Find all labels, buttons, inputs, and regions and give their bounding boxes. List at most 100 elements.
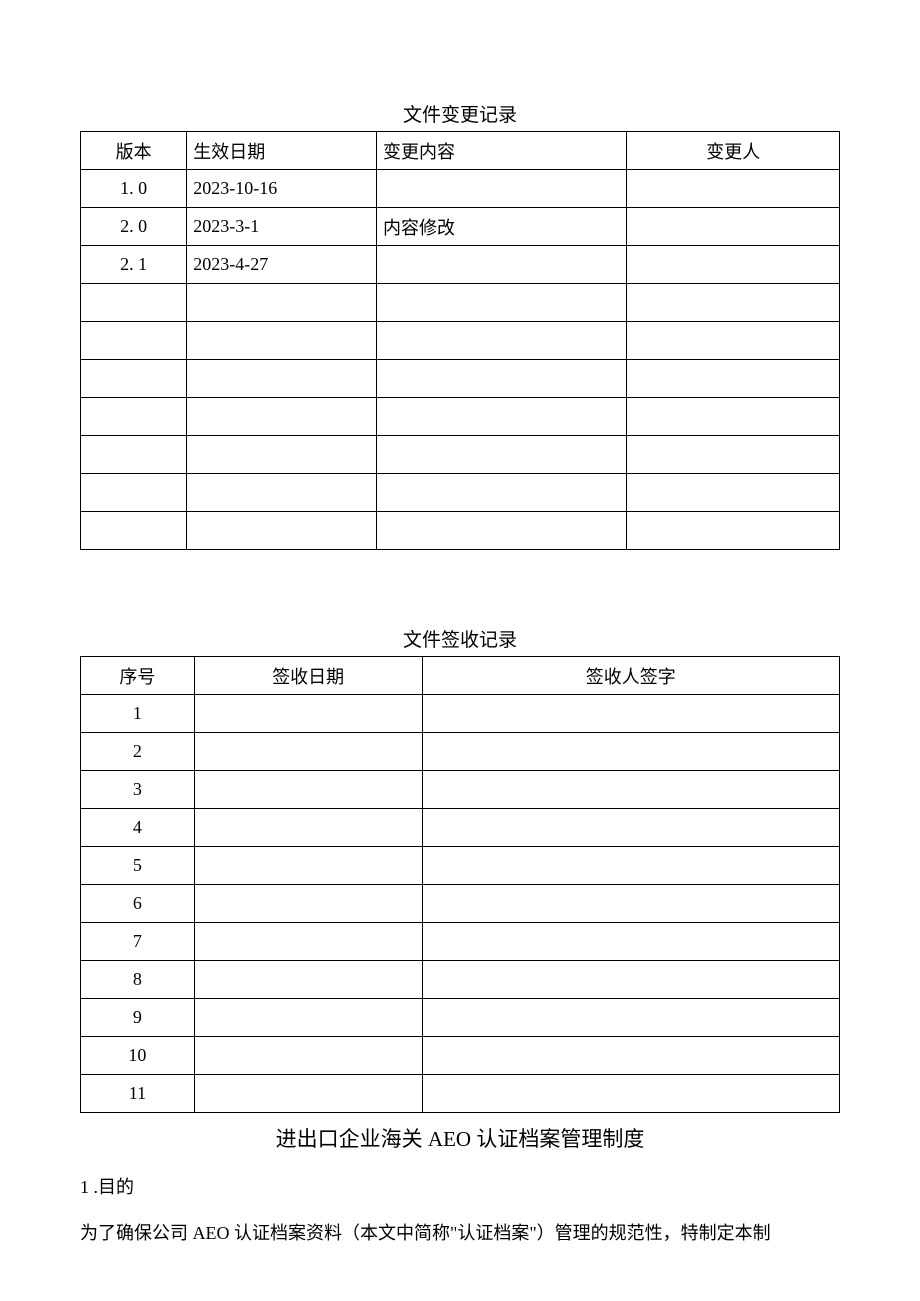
table2-title: 文件签收记录 <box>80 625 840 652</box>
table-row: 3 <box>81 771 840 809</box>
table-cell <box>81 284 187 322</box>
table-cell <box>81 398 187 436</box>
col-seq: 序号 <box>81 657 195 695</box>
table-row <box>81 360 840 398</box>
table-row: 2 <box>81 733 840 771</box>
table-cell <box>422 961 839 999</box>
table-cell <box>422 847 839 885</box>
table-cell <box>627 246 840 284</box>
table-cell <box>377 474 627 512</box>
body-paragraph: 为了确保公司 AEO 认证档案资料（本文中简称"认证档案"）管理的规范性，特制定… <box>80 1217 840 1249</box>
table-cell: 2 <box>81 733 195 771</box>
table-cell <box>81 512 187 550</box>
table-cell: 4 <box>81 809 195 847</box>
table-cell <box>627 436 840 474</box>
table-row: 1. 02023-10-16 <box>81 170 840 208</box>
table-cell: 6 <box>81 885 195 923</box>
table-row: 8 <box>81 961 840 999</box>
table-cell: 2023-4-27 <box>187 246 377 284</box>
table-row: 4 <box>81 809 840 847</box>
table-cell: 7 <box>81 923 195 961</box>
table-cell <box>422 885 839 923</box>
table-row: 2. 02023-3-1内容修改 <box>81 208 840 246</box>
table-cell: 11 <box>81 1075 195 1113</box>
table-cell <box>187 474 377 512</box>
table-cell <box>627 360 840 398</box>
table-cell <box>194 733 422 771</box>
table-cell <box>187 360 377 398</box>
table-cell: 9 <box>81 999 195 1037</box>
table-cell <box>377 436 627 474</box>
table-row <box>81 474 840 512</box>
table-cell <box>187 512 377 550</box>
table-cell: 5 <box>81 847 195 885</box>
table-cell <box>377 360 627 398</box>
table-cell <box>194 923 422 961</box>
table-row: 1 <box>81 695 840 733</box>
section-heading: 1 .目的 <box>80 1173 840 1199</box>
table-row <box>81 398 840 436</box>
table1-title: 文件变更记录 <box>80 100 840 127</box>
table-row: 6 <box>81 885 840 923</box>
table-cell <box>422 809 839 847</box>
table-row <box>81 512 840 550</box>
table-cell <box>187 322 377 360</box>
table-cell <box>377 284 627 322</box>
table-row: 7 <box>81 923 840 961</box>
table-cell: 1 <box>81 695 195 733</box>
table-cell <box>194 809 422 847</box>
table-cell <box>422 733 839 771</box>
table-row <box>81 284 840 322</box>
table-cell: 内容修改 <box>377 208 627 246</box>
table-cell <box>627 170 840 208</box>
table-cell <box>194 999 422 1037</box>
table-cell <box>422 771 839 809</box>
table-row: 9 <box>81 999 840 1037</box>
table-cell <box>627 474 840 512</box>
table-cell <box>194 885 422 923</box>
table-cell <box>377 512 627 550</box>
table-row: 5 <box>81 847 840 885</box>
table-header-row: 版本 生效日期 变更内容 变更人 <box>81 132 840 170</box>
table-cell <box>194 1037 422 1075</box>
table-cell: 1. 0 <box>81 170 187 208</box>
table-cell <box>81 322 187 360</box>
table-cell <box>81 436 187 474</box>
col-changed-by: 变更人 <box>627 132 840 170</box>
table-header-row: 序号 签收日期 签收人签字 <box>81 657 840 695</box>
table-cell <box>377 246 627 284</box>
col-change-content: 变更内容 <box>377 132 627 170</box>
table-cell <box>194 961 422 999</box>
table-cell <box>627 398 840 436</box>
table-cell <box>81 360 187 398</box>
table-cell: 3 <box>81 771 195 809</box>
table-cell <box>422 1037 839 1075</box>
document-title: 进出口企业海关 AEO 认证档案管理制度 <box>80 1123 840 1153</box>
table-cell: 2. 1 <box>81 246 187 284</box>
table-cell <box>187 398 377 436</box>
table-cell <box>422 999 839 1037</box>
col-signoff-date: 签收日期 <box>194 657 422 695</box>
table-row <box>81 322 840 360</box>
table-cell <box>422 1075 839 1113</box>
table-cell <box>377 170 627 208</box>
table-cell <box>422 923 839 961</box>
table-row: 11 <box>81 1075 840 1113</box>
table-cell: 2023-10-16 <box>187 170 377 208</box>
table-cell <box>187 284 377 322</box>
table-cell: 2023-3-1 <box>187 208 377 246</box>
table-cell <box>627 322 840 360</box>
table-cell <box>81 474 187 512</box>
col-signature: 签收人签字 <box>422 657 839 695</box>
table-cell: 10 <box>81 1037 195 1075</box>
table-cell <box>194 847 422 885</box>
col-effective-date: 生效日期 <box>187 132 377 170</box>
table-row: 2. 12023-4-27 <box>81 246 840 284</box>
table-row <box>81 436 840 474</box>
table-cell <box>194 1075 422 1113</box>
table-cell <box>627 512 840 550</box>
table-cell: 2. 0 <box>81 208 187 246</box>
signoff-record-table: 序号 签收日期 签收人签字 1234567891011 <box>80 656 840 1113</box>
table-cell <box>377 398 627 436</box>
table-row: 10 <box>81 1037 840 1075</box>
